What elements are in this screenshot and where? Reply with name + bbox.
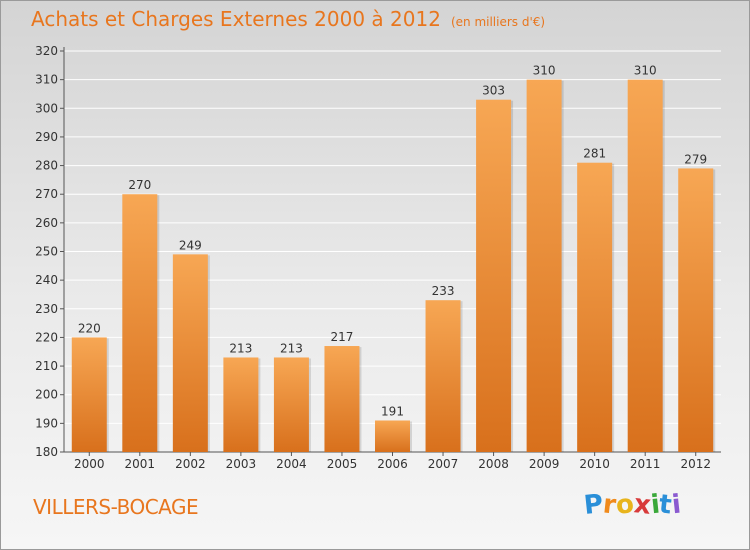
- bar: [71, 337, 107, 452]
- y-tick-label: 230: [35, 302, 58, 316]
- x-tick-label: 2000: [74, 457, 105, 471]
- x-tick-label: 2008: [478, 457, 509, 471]
- bar: [375, 420, 410, 452]
- bar: [526, 79, 562, 453]
- grid-lines: [64, 50, 721, 453]
- bar: [122, 194, 158, 452]
- y-tick-label: 310: [35, 73, 58, 87]
- bar: [223, 357, 259, 452]
- labels: 180 190 200 210 220 230 240 250 260 270 280 290 300 3…: [35, 44, 711, 471]
- y-tick-label: 270: [35, 187, 58, 201]
- y-tick-label: 290: [35, 130, 58, 144]
- logo-letter: i: [670, 489, 683, 521]
- chart-title-text: Achats et Charges Externes 2000 à 2012: [31, 7, 441, 31]
- bars: [71, 79, 716, 453]
- x-tick-label: 2004: [276, 457, 307, 471]
- x-tick-label: 2006: [377, 457, 408, 471]
- bar: [627, 79, 663, 453]
- x-tick-label: 2003: [226, 457, 257, 471]
- y-tick-label: 250: [35, 245, 58, 259]
- value-label: 279: [684, 152, 707, 166]
- bar: [425, 300, 461, 452]
- bar: [324, 346, 360, 452]
- value-label: 213: [229, 341, 252, 355]
- x-tick-label: 2007: [428, 457, 459, 471]
- town-name: VILLERS-BOCAGE: [33, 495, 199, 519]
- bar: [678, 168, 714, 452]
- x-tick-label: 2011: [630, 457, 661, 471]
- value-label: 270: [128, 178, 151, 192]
- proxiti-logo: Proxiti: [582, 489, 683, 521]
- y-tick-label: 300: [35, 101, 58, 115]
- y-tick-label: 320: [35, 44, 58, 58]
- y-tick-label: 190: [35, 416, 58, 430]
- bar: [172, 254, 208, 452]
- y-tick-label: 240: [35, 273, 58, 287]
- value-label: 249: [179, 238, 202, 252]
- value-label: 303: [482, 84, 505, 98]
- value-label: 310: [533, 64, 556, 78]
- value-label: 233: [432, 284, 455, 298]
- y-tick-label: 180: [35, 445, 58, 459]
- x-tick-label: 2001: [125, 457, 156, 471]
- bar: [476, 99, 512, 452]
- y-tick-label: 260: [35, 216, 58, 230]
- x-tick-label: 2002: [175, 457, 206, 471]
- y-tick-label: 280: [35, 159, 58, 173]
- y-tick-label: 200: [35, 388, 58, 402]
- bar: [577, 162, 613, 452]
- y-tick-label: 210: [35, 359, 58, 373]
- y-tick-label: 220: [35, 330, 58, 344]
- x-tick-label: 2009: [529, 457, 560, 471]
- bar: [273, 357, 309, 452]
- x-tick-label: 2012: [680, 457, 711, 471]
- value-label: 213: [280, 341, 303, 355]
- value-label: 217: [331, 330, 354, 344]
- value-label: 220: [78, 321, 101, 335]
- x-tick-label: 2010: [579, 457, 610, 471]
- value-label: 191: [381, 404, 404, 418]
- value-label: 281: [583, 147, 606, 161]
- chart-unit-label: (en milliers d'€): [450, 15, 546, 29]
- chart-title: Achats et Charges Externes 2000 à 2012 (e…: [31, 7, 545, 31]
- value-label: 310: [634, 64, 657, 78]
- x-tick-label: 2005: [327, 457, 358, 471]
